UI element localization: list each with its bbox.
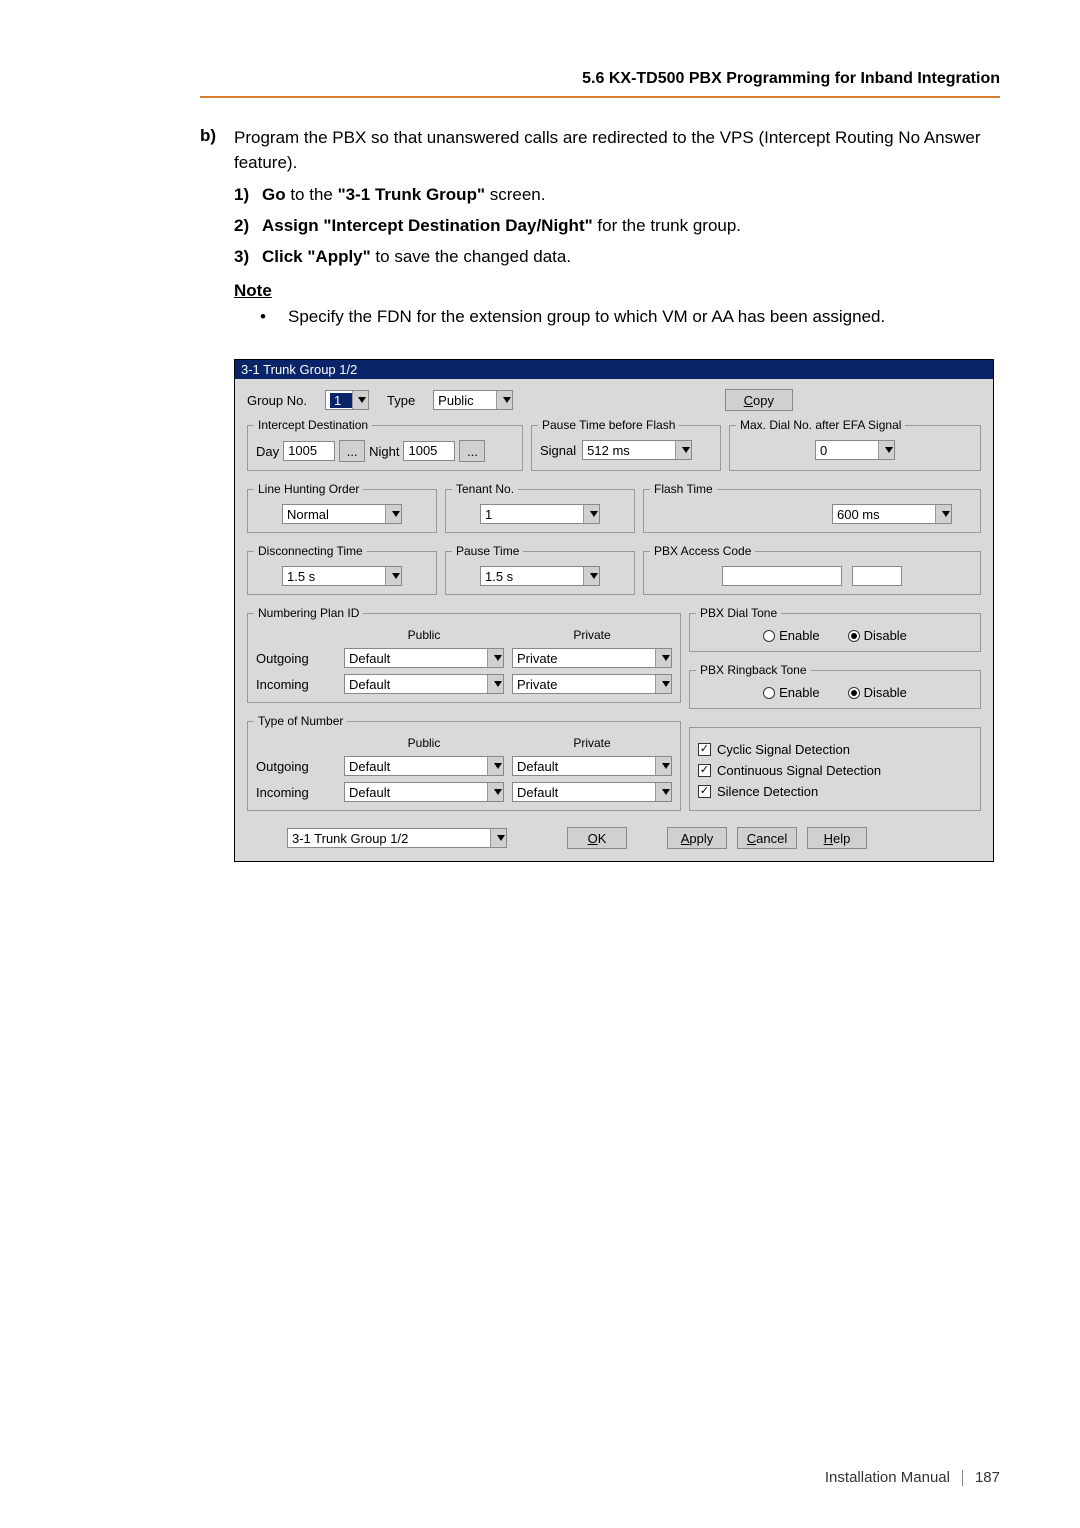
pause-before-flash-group: Pause Time before Flash Signal 512 ms: [531, 425, 721, 471]
fieldset-legend: PBX Access Code: [650, 544, 755, 558]
tenant-no-group: Tenant No. 1: [445, 489, 635, 533]
fieldset-legend: Pause Time: [452, 544, 523, 558]
header-rule: [200, 96, 1000, 98]
type-dropdown[interactable]: Public: [433, 390, 513, 410]
substep-2: 2) Assign "Intercept Destination Day/Nig…: [234, 214, 1000, 239]
np-in-public-dropdown[interactable]: Default: [344, 674, 504, 694]
incoming-label: Incoming: [256, 785, 336, 800]
bullet-icon: •: [260, 307, 288, 327]
pause-time-group: Pause Time 1.5 s: [445, 551, 635, 595]
outgoing-label: Outgoing: [256, 759, 336, 774]
fieldset-legend: Type of Number: [254, 714, 347, 728]
type-label: Type: [387, 393, 415, 408]
note-text: • Specify the FDN for the extension grou…: [260, 307, 1000, 327]
fieldset-legend: Intercept Destination: [254, 418, 372, 432]
pbx-access-code-group: PBX Access Code: [643, 551, 981, 595]
footer-divider: [962, 1470, 963, 1486]
type-of-number-group: Type of Number Public Private Outgoing D…: [247, 721, 681, 811]
substep-num: 2): [234, 214, 262, 239]
dial-tone-enable-radio[interactable]: Enable: [763, 628, 819, 643]
ringback-disable-radio[interactable]: Disable: [848, 685, 907, 700]
pbx-access-input-2[interactable]: [852, 566, 902, 586]
night-input[interactable]: 1005: [403, 441, 455, 461]
section-header: 5.6 KX-TD500 PBX Programming for Inband …: [200, 70, 1000, 96]
step-letter: b): [200, 126, 234, 175]
private-header: Private: [512, 628, 672, 642]
np-out-private-dropdown[interactable]: Private: [512, 648, 672, 668]
note-header: Note: [234, 281, 1000, 301]
footer-page-number: 187: [975, 1469, 1000, 1486]
flash-time-dropdown[interactable]: 600 ms: [832, 504, 952, 524]
note-body: Specify the FDN for the extension group …: [288, 307, 885, 327]
ok-button[interactable]: OK: [567, 827, 627, 849]
max-dial-group: Max. Dial No. after EFA Signal 0: [729, 425, 981, 471]
signal-detection-group: ✓Cyclic Signal Detection ✓Continuous Sig…: [689, 727, 981, 811]
pause-flash-dropdown[interactable]: 512 ms: [582, 440, 692, 460]
footer-manual: Installation Manual: [825, 1469, 950, 1486]
tn-out-private-dropdown[interactable]: Default: [512, 756, 672, 776]
disconnecting-time-group: Disconnecting Time 1.5 s: [247, 551, 437, 595]
signal-label: Signal: [540, 443, 576, 458]
fieldset-legend: Disconnecting Time: [254, 544, 367, 558]
pbx-access-input-1[interactable]: [722, 566, 842, 586]
substep-num: 3): [234, 245, 262, 270]
screen-dropdown[interactable]: 3-1 Trunk Group 1/2: [287, 828, 507, 848]
night-browse-button[interactable]: ...: [459, 440, 485, 462]
np-in-private-dropdown[interactable]: Private: [512, 674, 672, 694]
ringback-enable-radio[interactable]: Enable: [763, 685, 819, 700]
fieldset-legend: Max. Dial No. after EFA Signal: [736, 418, 905, 432]
pbx-ringback-tone-group: PBX Ringback Tone Enable Disable: [689, 670, 981, 709]
fieldset-legend: Pause Time before Flash: [538, 418, 679, 432]
substep-text: Go to the "3-1 Trunk Group" screen.: [262, 183, 1000, 208]
public-header: Public: [344, 736, 504, 750]
fieldset-legend: PBX Dial Tone: [696, 606, 781, 620]
copy-button[interactable]: Copy: [725, 389, 793, 411]
fieldset-legend: Line Hunting Order: [254, 482, 363, 496]
substep-text: Assign "Intercept Destination Day/Night"…: [262, 214, 1000, 239]
dial-tone-disable-radio[interactable]: Disable: [848, 628, 907, 643]
public-header: Public: [344, 628, 504, 642]
incoming-label: Incoming: [256, 677, 336, 692]
fieldset-legend: Tenant No.: [452, 482, 518, 496]
page-footer: Installation Manual 187: [825, 1469, 1000, 1486]
intercept-destination-group: Intercept Destination Day 1005 ... Night…: [247, 425, 523, 471]
help-button[interactable]: Help: [807, 827, 867, 849]
cancel-button[interactable]: Cancel: [737, 827, 797, 849]
max-dial-dropdown[interactable]: 0: [815, 440, 895, 460]
private-header: Private: [512, 736, 672, 750]
substep-3: 3) Click "Apply" to save the changed dat…: [234, 245, 1000, 270]
continuous-detection-checkbox[interactable]: ✓Continuous Signal Detection: [698, 763, 972, 778]
pbx-window: 3-1 Trunk Group 1/2 Group No. 1 Type Pub…: [234, 359, 994, 862]
flash-time-group: Flash Time 600 ms: [643, 489, 981, 533]
substep-num: 1): [234, 183, 262, 208]
tn-out-public-dropdown[interactable]: Default: [344, 756, 504, 776]
cyclic-detection-checkbox[interactable]: ✓Cyclic Signal Detection: [698, 742, 972, 757]
window-titlebar: 3-1 Trunk Group 1/2: [235, 360, 993, 379]
fieldset-legend: Numbering Plan ID: [254, 606, 363, 620]
np-out-public-dropdown[interactable]: Default: [344, 648, 504, 668]
numbering-plan-group: Numbering Plan ID Public Private Outgoin…: [247, 613, 681, 703]
step-text: Program the PBX so that unanswered calls…: [234, 126, 1000, 175]
line-hunting-group: Line Hunting Order Normal: [247, 489, 437, 533]
line-hunting-dropdown[interactable]: Normal: [282, 504, 402, 524]
day-browse-button[interactable]: ...: [339, 440, 365, 462]
outgoing-label: Outgoing: [256, 651, 336, 666]
tn-in-public-dropdown[interactable]: Default: [344, 782, 504, 802]
fieldset-legend: PBX Ringback Tone: [696, 663, 811, 677]
pause-time-dropdown[interactable]: 1.5 s: [480, 566, 600, 586]
substep-1: 1) Go to the "3-1 Trunk Group" screen.: [234, 183, 1000, 208]
group-no-label: Group No.: [247, 393, 307, 408]
night-label: Night: [369, 444, 399, 459]
silence-detection-checkbox[interactable]: ✓Silence Detection: [698, 784, 972, 799]
group-no-dropdown[interactable]: 1: [325, 390, 369, 410]
fieldset-legend: Flash Time: [650, 482, 717, 496]
pbx-dial-tone-group: PBX Dial Tone Enable Disable: [689, 613, 981, 652]
day-input[interactable]: 1005: [283, 441, 335, 461]
tn-in-private-dropdown[interactable]: Default: [512, 782, 672, 802]
disconnecting-dropdown[interactable]: 1.5 s: [282, 566, 402, 586]
apply-button[interactable]: Apply: [667, 827, 727, 849]
tenant-no-dropdown[interactable]: 1: [480, 504, 600, 524]
substep-text: Click "Apply" to save the changed data.: [262, 245, 1000, 270]
day-label: Day: [256, 444, 279, 459]
